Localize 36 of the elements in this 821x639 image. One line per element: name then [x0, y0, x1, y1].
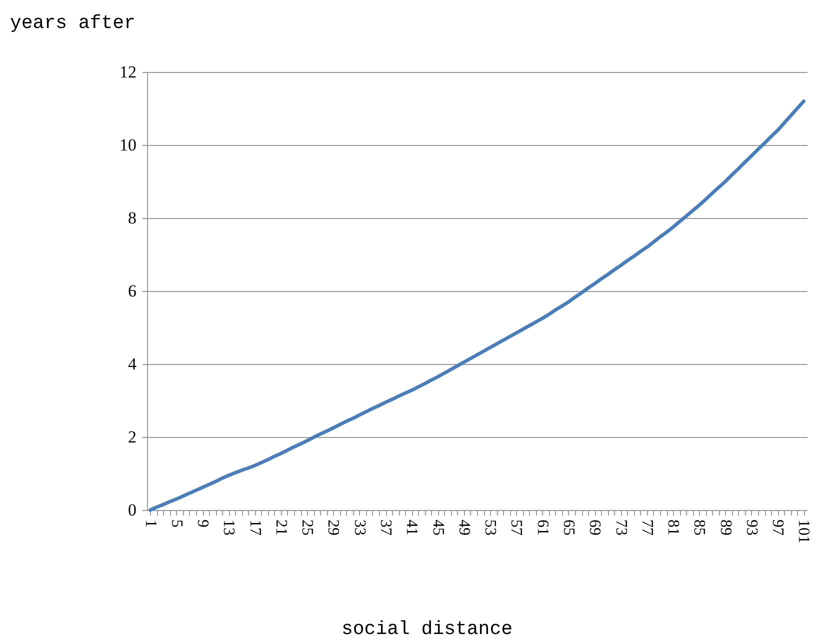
x-tick-label: 13 [220, 520, 238, 536]
x-tick-label: 77 [638, 520, 656, 536]
y-tick-label: 12 [120, 62, 136, 82]
x-tick-label: 53 [482, 520, 499, 536]
y-axis-title: years after [10, 12, 136, 34]
y-tick-label: 8 [128, 208, 136, 228]
x-tick-label: 17 [246, 520, 264, 536]
x-tick-label: 21 [272, 520, 290, 536]
x-tick-label: 97 [769, 520, 786, 536]
x-tick-label: 69 [586, 520, 604, 536]
x-tick-label: 73 [612, 520, 630, 536]
x-tick-label: 93 [742, 520, 760, 536]
y-tick-label: 0 [128, 500, 136, 520]
y-tick-label: 10 [120, 136, 136, 154]
x-tick-label: 65 [560, 520, 577, 536]
x-tick-label: 45 [429, 520, 446, 536]
x-tick-label: 1 [142, 520, 159, 528]
x-tick-label: 61 [534, 520, 551, 536]
line-series [148, 99, 806, 512]
x-tick-label: 33 [350, 520, 368, 536]
x-tick-label: 41 [403, 520, 420, 536]
x-tick-label: 101 [795, 520, 812, 544]
x-tick-label: 81 [664, 520, 682, 536]
x-tick-label: 89 [716, 520, 734, 536]
x-tick-label: 49 [455, 520, 472, 536]
x-tick-label: 5 [168, 520, 185, 528]
x-tick-label: 9 [194, 520, 212, 528]
x-tick-label: 37 [377, 520, 394, 536]
x-tick-label: 57 [508, 520, 525, 536]
y-tick-label: 4 [128, 354, 137, 374]
x-axis-title: social distance [341, 618, 513, 639]
x-tick-label: 29 [324, 520, 342, 536]
x-tick-label: 85 [690, 520, 708, 536]
y-tick-label: 6 [128, 282, 136, 300]
y-tick-label: 2 [128, 428, 136, 446]
x-tick-label: 25 [298, 520, 316, 536]
